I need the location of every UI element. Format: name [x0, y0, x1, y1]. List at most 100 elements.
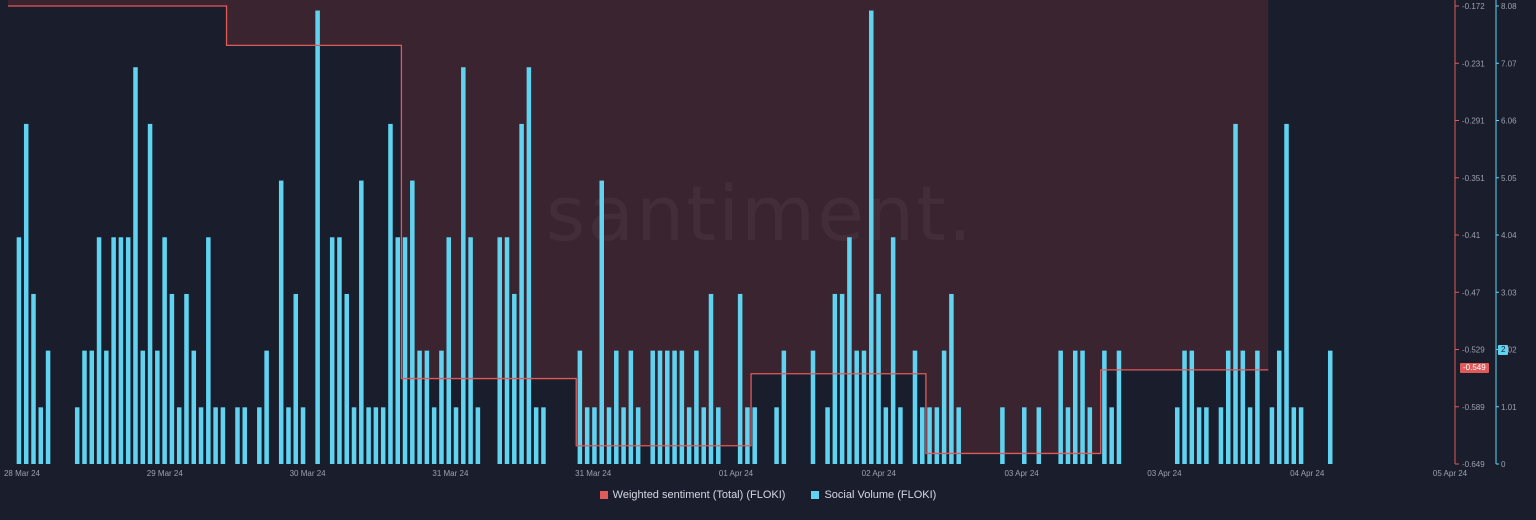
volume-bar — [198, 407, 204, 464]
volume-bar — [468, 237, 473, 464]
volume-bar — [439, 350, 444, 464]
volume-bar — [264, 350, 269, 464]
legend-swatch-social-volume — [811, 491, 820, 499]
volume-bar — [694, 350, 699, 464]
volume-bar — [176, 407, 182, 464]
volume-bar — [1204, 407, 1209, 464]
volume-bar — [300, 407, 306, 464]
volume-bar — [839, 293, 845, 464]
x-axis-tick-label: 30 Mar 24 — [290, 469, 327, 478]
volume-bar — [410, 180, 415, 464]
volume-bar — [1218, 407, 1224, 464]
volume-bar — [941, 350, 947, 464]
volume-bar — [869, 10, 874, 465]
volume-bar — [1109, 407, 1114, 464]
volume-bar — [934, 407, 940, 464]
volume-bar — [810, 350, 816, 464]
right-axis-tick-label: 2.02 — [1501, 346, 1517, 355]
volume-bar — [475, 407, 481, 464]
volume-bar — [1000, 407, 1005, 464]
volume-bar — [737, 293, 743, 464]
volume-bar — [526, 67, 532, 464]
legend-swatch-sentiment — [599, 491, 608, 499]
legend-item-sentiment[interactable]: Weighted sentiment (Total) (FLOKI) — [599, 489, 786, 501]
right-axis-tick-label: 4.04 — [1501, 231, 1517, 240]
x-axis-tick-label: 31 Mar 24 — [575, 469, 612, 478]
volume-bar — [1291, 407, 1297, 464]
volume-bar — [162, 237, 167, 464]
volume-bar — [184, 293, 189, 464]
volume-bar — [453, 407, 459, 464]
volume-bar — [1276, 350, 1282, 464]
volume-bar — [82, 350, 87, 464]
volume-bar — [890, 237, 896, 464]
volume-bar — [1327, 350, 1333, 464]
volume-bar — [31, 293, 36, 464]
volume-bar — [1065, 407, 1071, 464]
volume-bar — [825, 407, 830, 464]
x-axis-tick-label: 04 Apr 24 — [1290, 469, 1325, 478]
volume-bar — [533, 407, 539, 464]
right-axis-tick-label: 6.06 — [1501, 117, 1517, 126]
left-axis-tick-label: -0.589 — [1462, 403, 1485, 412]
volume-bar — [716, 407, 721, 464]
volume-bar — [344, 293, 350, 464]
right-axis-tick-label: 8.08 — [1501, 2, 1517, 11]
volume-bar — [752, 407, 757, 464]
volume-bar — [191, 350, 197, 464]
volume-bar — [1022, 407, 1027, 464]
volume-bar — [1240, 350, 1246, 464]
volume-bar — [672, 350, 677, 464]
volume-bar — [431, 407, 437, 464]
legend-label-sentiment: Weighted sentiment (Total) (FLOKI) — [612, 489, 786, 501]
volume-bar — [541, 407, 546, 464]
volume-bar — [577, 350, 583, 464]
volume-bar — [1102, 350, 1107, 464]
volume-bar — [1072, 350, 1078, 464]
x-axis-tick-label: 29 Mar 24 — [147, 469, 184, 478]
volume-bar — [16, 237, 22, 464]
volume-bar — [781, 350, 787, 464]
left-axis-tick-label: -0.351 — [1462, 174, 1485, 183]
volume-bar — [96, 237, 102, 464]
volume-bar — [140, 350, 146, 464]
volume-bar — [380, 407, 386, 464]
volume-bar — [169, 293, 175, 464]
volume-bar — [599, 180, 604, 464]
volume-bar — [657, 350, 663, 464]
sentiment-line-path — [8, 5, 1269, 455]
right-axis-tick-label: 5.05 — [1501, 174, 1517, 183]
volume-bar — [592, 407, 597, 464]
volume-bar — [388, 123, 393, 465]
volume-bar — [155, 350, 160, 464]
right-axis-tick-label: 1.01 — [1501, 403, 1517, 412]
volume-bar — [1182, 350, 1187, 464]
left-axis-tick-label: -0.529 — [1462, 346, 1485, 355]
volume-bar — [89, 350, 95, 464]
legend-item-social-volume[interactable]: Social Volume (FLOKI) — [811, 489, 936, 501]
volume-bar — [1255, 350, 1260, 464]
volume-bar — [220, 407, 226, 464]
volume-bar — [927, 407, 932, 464]
volume-bar — [23, 123, 29, 465]
volume-bar — [359, 180, 364, 464]
sentiment-line — [8, 5, 1269, 455]
right-axis-tick-label: 0 — [1501, 460, 1506, 469]
left-axis-tick-label: -0.231 — [1462, 59, 1485, 68]
volume-bar — [461, 67, 466, 464]
volume-bar — [1189, 350, 1195, 464]
volume-bar — [235, 407, 240, 464]
volume-bar — [424, 350, 430, 464]
volume-bar — [1247, 407, 1253, 464]
x-axis-tick-label: 28 Mar 24 — [4, 469, 41, 478]
left-axis-tick-label: -0.41 — [1462, 231, 1481, 240]
volume-bar — [621, 407, 626, 464]
volume-bar — [351, 407, 357, 464]
volume-bar — [1233, 123, 1238, 465]
volume-bar — [832, 293, 838, 464]
volume-bar — [125, 237, 131, 464]
volume-bar — [257, 407, 262, 464]
volume-bar — [920, 407, 925, 464]
left-axis-tick-label: -0.649 — [1462, 460, 1485, 469]
volume-bar — [213, 407, 218, 464]
